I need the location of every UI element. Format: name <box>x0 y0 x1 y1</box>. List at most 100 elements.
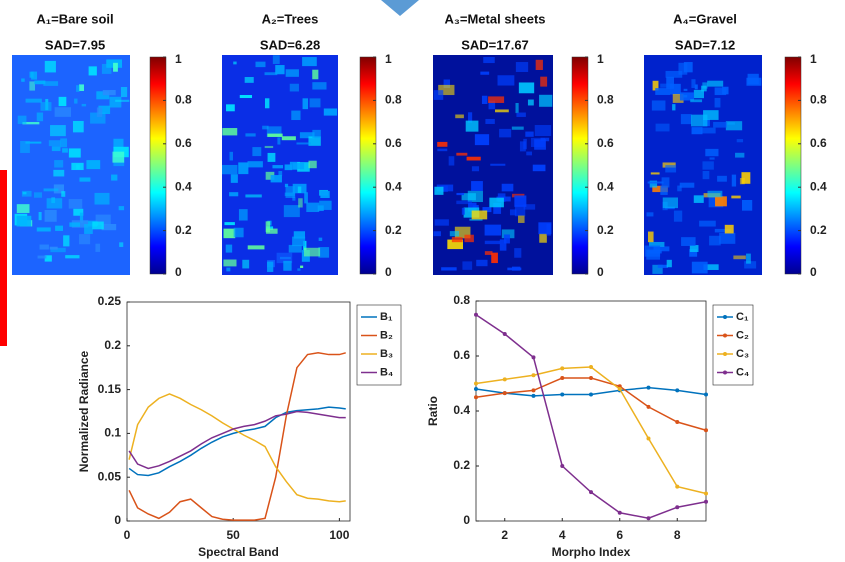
y-axis-label: Ratio <box>426 396 440 426</box>
map-texture <box>653 246 670 252</box>
series-marker <box>646 436 651 441</box>
map-texture <box>523 204 536 210</box>
map-texture <box>278 171 283 176</box>
map-texture <box>79 212 84 223</box>
map-texture <box>96 107 103 117</box>
colorbar-tick-label: 0.8 <box>597 93 614 107</box>
map-texture <box>303 247 321 257</box>
map-texture <box>443 79 451 89</box>
map-texture <box>662 162 676 168</box>
map-texture <box>267 133 283 137</box>
x-tick-label: 4 <box>559 528 566 542</box>
map-texture <box>509 209 517 216</box>
map-texture <box>652 264 663 274</box>
map-texture <box>499 239 507 251</box>
map-texture <box>238 209 248 221</box>
map-texture <box>441 267 457 271</box>
y-tick-label: 0 <box>463 513 470 527</box>
map-texture <box>665 70 683 78</box>
map-texture <box>255 61 266 68</box>
map-texture <box>115 99 130 102</box>
series-marker <box>589 392 593 397</box>
map-texture <box>538 222 552 235</box>
map-texture <box>448 156 455 166</box>
series-marker <box>589 365 593 369</box>
series-marker <box>675 388 680 393</box>
map-texture <box>113 138 124 148</box>
map-texture <box>434 219 449 226</box>
map-texture <box>735 152 745 158</box>
map-texture <box>270 175 282 183</box>
map-texture <box>54 160 64 168</box>
map-texture <box>43 188 59 192</box>
colorbar-tick-label: 0 <box>810 265 817 279</box>
map-texture <box>690 99 703 103</box>
map-texture <box>438 84 455 96</box>
map-texture <box>84 224 93 234</box>
series-marker <box>675 484 680 489</box>
colorbar-tick-label: 0.4 <box>175 179 192 193</box>
map-texture <box>276 252 293 264</box>
colorbar-tick-label: 0 <box>175 265 182 279</box>
map-texture <box>535 59 543 70</box>
map-texture <box>679 92 695 101</box>
colorbar <box>359 56 377 275</box>
map-texture <box>673 210 683 222</box>
map-texture <box>501 183 514 192</box>
map-texture <box>666 259 672 268</box>
map-texture <box>499 128 512 138</box>
map-texture <box>660 186 668 195</box>
map-texture <box>709 157 715 160</box>
map-texture <box>689 249 698 257</box>
map-texture <box>746 77 762 86</box>
map-texture <box>462 261 473 270</box>
map-texture <box>229 151 233 161</box>
map-texture <box>298 198 303 208</box>
x-tick-label: 100 <box>329 528 349 542</box>
map-texture <box>309 98 321 108</box>
colorbar-tick-label: 0.6 <box>385 136 402 150</box>
map-texture <box>53 184 64 194</box>
y-tick-label: 0.6 <box>453 348 470 362</box>
map-texture <box>98 105 111 114</box>
map-texture <box>491 252 498 264</box>
map-texture <box>21 190 32 197</box>
series-line <box>128 352 346 521</box>
map-texture <box>694 84 698 90</box>
map-texture <box>118 206 125 211</box>
map-texture <box>291 110 301 121</box>
legend-box <box>712 304 754 386</box>
x-axis-label: Morpho Index <box>552 545 631 559</box>
map-texture <box>79 234 91 245</box>
map-texture <box>36 227 51 232</box>
legend-label: C₃ <box>736 348 749 360</box>
map-texture <box>68 199 83 209</box>
map-texture <box>661 177 670 188</box>
colorbar-tick-label: 1 <box>810 52 817 66</box>
series-marker <box>617 510 622 515</box>
map-texture <box>702 161 714 170</box>
map-texture <box>746 253 751 264</box>
map-texture <box>451 237 463 243</box>
map-texture <box>31 71 38 80</box>
map-texture <box>532 164 546 172</box>
series-marker <box>560 376 565 380</box>
map-texture <box>484 251 493 255</box>
map-texture <box>101 63 112 74</box>
colorbar <box>784 56 802 275</box>
map-texture <box>476 259 488 267</box>
map-texture <box>304 192 308 204</box>
map-texture <box>456 192 464 196</box>
map-texture <box>297 186 302 193</box>
y-tick-label: 0.25 <box>98 294 122 308</box>
map-texture <box>717 175 727 182</box>
colorbar-tick-label: 0.2 <box>175 223 192 237</box>
map-texture <box>69 222 81 227</box>
map-texture <box>226 267 231 272</box>
map-texture <box>225 244 233 253</box>
map-texture <box>55 225 64 231</box>
map-texture <box>264 72 278 76</box>
series-marker <box>531 373 536 378</box>
map-texture <box>312 82 327 90</box>
